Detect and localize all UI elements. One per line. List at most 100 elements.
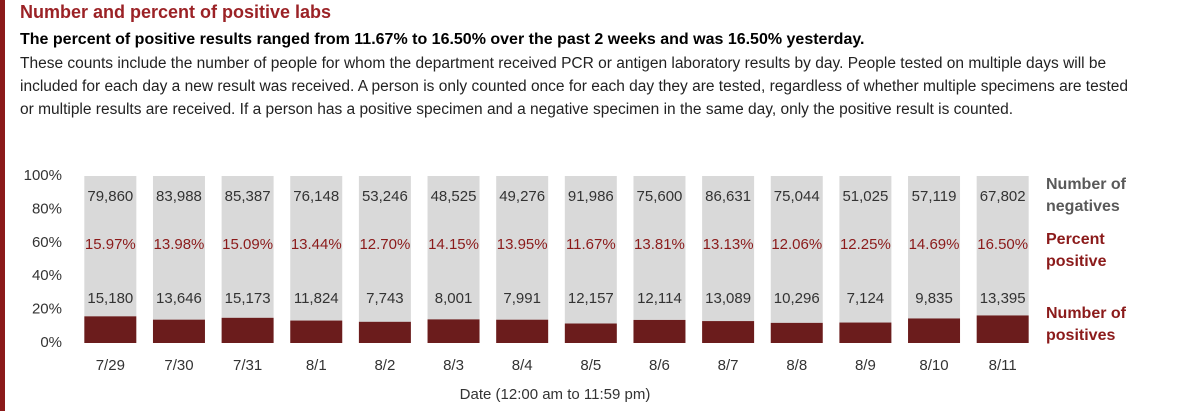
bar-negatives xyxy=(564,176,617,324)
negatives-label: 67,802 xyxy=(980,188,1026,205)
positives-label: 7,743 xyxy=(366,290,404,307)
percent-label: 15.09% xyxy=(222,236,273,253)
percent-label: 13.81% xyxy=(634,236,685,253)
bar-negatives xyxy=(84,176,137,317)
bar-positives xyxy=(84,316,137,343)
negatives-label: 79,860 xyxy=(87,188,133,205)
x-tick-label: 7/31 xyxy=(233,357,262,374)
bar-negatives xyxy=(290,176,343,321)
negatives-label: 53,246 xyxy=(362,188,408,205)
bar-negatives xyxy=(427,176,480,320)
bar-negatives xyxy=(976,176,1029,316)
bar-negatives xyxy=(496,176,549,320)
x-tick-label: 8/4 xyxy=(512,357,533,374)
bar-positives xyxy=(770,322,823,343)
negatives-label: 85,387 xyxy=(225,188,271,205)
bar-positives xyxy=(976,315,1029,343)
y-tick-label: 100% xyxy=(24,167,62,184)
bar-negatives xyxy=(221,176,274,318)
percent-label: 14.15% xyxy=(428,236,479,253)
bar-positives xyxy=(496,319,549,343)
bar-negatives xyxy=(839,176,892,323)
bar-negatives xyxy=(770,176,823,323)
legend-percent: Percent positive xyxy=(1046,231,1107,270)
positives-label: 15,180 xyxy=(87,290,133,307)
negatives-label: 76,148 xyxy=(293,188,339,205)
positives-label: 15,173 xyxy=(225,290,271,307)
y-tick-label: 60% xyxy=(32,234,62,251)
side-stripe xyxy=(0,0,5,411)
x-tick-label: 8/9 xyxy=(855,357,876,374)
bar-positives xyxy=(908,318,961,343)
bar-positives xyxy=(358,321,411,343)
percent-label: 14.69% xyxy=(909,236,960,253)
x-tick-label: 8/2 xyxy=(374,357,395,374)
bar-positives xyxy=(702,321,755,343)
bar-positives xyxy=(839,322,892,343)
x-tick-label: 7/29 xyxy=(96,357,125,374)
percent-label: 13.13% xyxy=(703,236,754,253)
positives-label: 9,835 xyxy=(915,290,953,307)
legend-negatives: Number of negatives xyxy=(1046,176,1126,215)
chart-description: These counts include the number of peopl… xyxy=(20,55,1129,118)
negatives-label: 83,988 xyxy=(156,188,202,205)
percent-label: 11.67% xyxy=(566,236,616,253)
positives-label: 12,114 xyxy=(637,290,682,307)
chart-title: Number and percent of positive labs xyxy=(20,2,332,22)
negatives-label: 91,986 xyxy=(568,188,614,205)
bar-negatives xyxy=(633,176,686,320)
bar-negatives xyxy=(152,176,205,320)
negatives-label: 49,276 xyxy=(499,188,545,205)
negatives-label: 86,631 xyxy=(705,188,751,205)
percent-label: 12.25% xyxy=(840,236,891,253)
percent-label: 13.44% xyxy=(291,236,342,253)
x-tick-label: 8/10 xyxy=(919,357,948,374)
x-tick-label: 8/3 xyxy=(443,357,464,374)
negatives-label: 75,044 xyxy=(774,188,820,205)
x-tick-label: 8/6 xyxy=(649,357,670,374)
negatives-label: 57,119 xyxy=(912,188,957,205)
percent-label: 12.70% xyxy=(359,236,410,253)
positives-label: 13,089 xyxy=(705,290,751,307)
y-tick-label: 20% xyxy=(32,301,62,318)
x-tick-label: 8/7 xyxy=(718,357,739,374)
bar-positives xyxy=(427,319,480,343)
positives-label: 13,395 xyxy=(980,290,1026,307)
negatives-label: 48,525 xyxy=(431,188,477,205)
positives-label: 8,001 xyxy=(435,290,473,307)
positives-label: 10,296 xyxy=(774,290,820,307)
bar-negatives xyxy=(702,176,755,322)
x-tick-label: 8/5 xyxy=(580,357,601,374)
percent-label: 13.95% xyxy=(497,236,548,253)
x-tick-label: 8/11 xyxy=(989,357,1017,374)
bar-positives xyxy=(152,319,205,343)
positives-label: 12,157 xyxy=(568,290,614,307)
positives-label: 11,824 xyxy=(294,290,339,307)
percent-label: 15.97% xyxy=(85,236,136,253)
bar-positives xyxy=(290,320,343,343)
bar-positives xyxy=(221,317,274,343)
y-tick-label: 0% xyxy=(40,334,62,351)
chart-subtitle: The percent of positive results ranged f… xyxy=(20,31,865,48)
positives-label: 13,646 xyxy=(156,290,202,307)
x-tick-label: 7/30 xyxy=(164,357,193,374)
bar-positives xyxy=(564,323,617,343)
negatives-label: 75,600 xyxy=(637,188,683,205)
x-axis-title: Date (12:00 am to 11:59 pm) xyxy=(460,386,651,403)
x-tick-label: 8/8 xyxy=(786,357,807,374)
positives-label: 7,991 xyxy=(503,290,541,307)
positives-label: 7,124 xyxy=(847,290,885,307)
x-tick-label: 8/1 xyxy=(306,357,327,374)
percent-label: 13.98% xyxy=(154,236,205,253)
percent-label: 16.50% xyxy=(977,236,1028,253)
legend-positives: Number of positives xyxy=(1046,305,1126,344)
percent-label: 12.06% xyxy=(771,236,822,253)
bar-positives xyxy=(633,319,686,343)
y-tick-label: 40% xyxy=(32,267,62,284)
y-tick-label: 80% xyxy=(32,200,62,217)
bar-negatives xyxy=(358,176,411,322)
negatives-label: 51,025 xyxy=(842,188,888,205)
bar-negatives xyxy=(908,176,961,319)
